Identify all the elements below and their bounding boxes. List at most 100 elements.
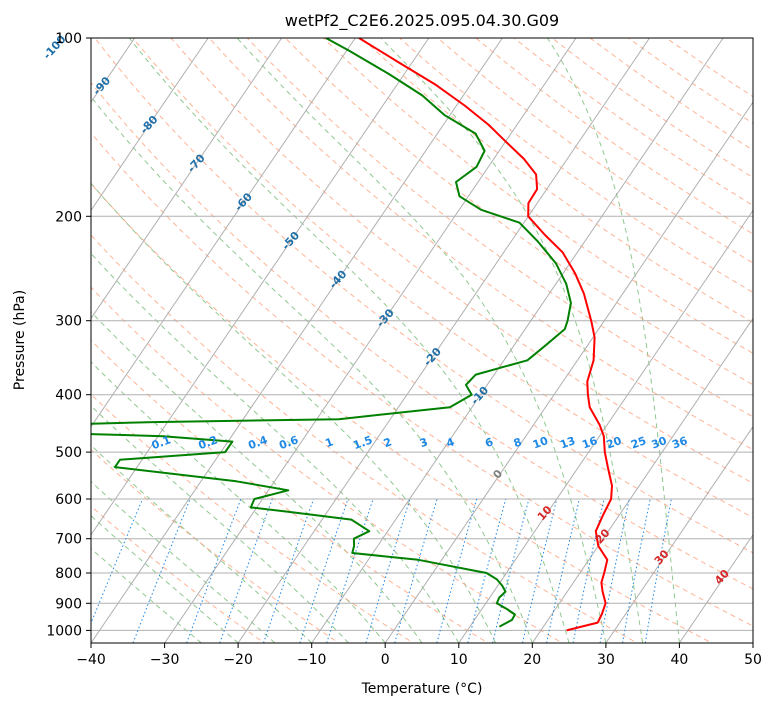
x-tick-label: −30	[150, 652, 180, 668]
isotherm	[0, 38, 61, 643]
dry-adiabat	[170, 38, 753, 484]
sounding-series	[91, 38, 613, 632]
dry-adiabat	[91, 234, 639, 643]
isotherm-label: -90	[90, 74, 113, 98]
isotherm	[91, 38, 283, 320]
mixing-ratio-line	[644, 498, 672, 643]
mixing-ratio-line	[91, 498, 143, 625]
mixing-ratio-label: 8	[512, 435, 524, 450]
dry-adiabat	[208, 38, 753, 451]
chart-title: wetPf2_C2E6.2025.095.04.30.G09	[285, 11, 559, 31]
isotherm	[91, 38, 503, 643]
y-tick-label: 400	[55, 388, 82, 404]
mixing-ratio-label: 10	[531, 434, 550, 452]
y-tick-label: 200	[55, 209, 82, 225]
moist-adiabat	[236, 38, 607, 643]
x-tick-label: 30	[597, 652, 615, 668]
mixing-ratio-label: 2	[382, 435, 394, 450]
y-tick-label: 1000	[46, 623, 82, 639]
dry-adiabat	[91, 286, 564, 643]
dry-adiabat	[284, 38, 753, 386]
mixing-ratio-line	[436, 498, 478, 643]
isotherm	[752, 642, 753, 643]
y-tick-label: 800	[55, 566, 82, 582]
mixing-ratio-label: 0.1	[150, 433, 173, 452]
mixing-ratio-label: 13	[558, 434, 577, 451]
isotherm	[311, 38, 724, 643]
mixing-ratio-label: 30	[650, 434, 669, 452]
mixing-ratio-line	[622, 498, 651, 643]
mixing-ratio-line	[365, 498, 411, 643]
mixing-ratio-label: 6	[483, 435, 495, 450]
mixing-ratio-label: 0.2	[197, 433, 220, 452]
x-tick-label: 0	[381, 652, 390, 668]
mixing-ratio-line	[132, 498, 191, 643]
plot-background	[0, 38, 753, 643]
mixing-ratio-line	[299, 498, 349, 643]
y-tick-label: 700	[55, 532, 82, 548]
moist-adiabat	[91, 96, 533, 643]
x-axis-label: Temperature (°C)	[361, 681, 483, 697]
moist-adiabat	[91, 252, 460, 643]
x-tick-label: −10	[297, 652, 327, 668]
dry-adiabat	[246, 38, 753, 418]
mixing-ratio-label: 16	[580, 434, 599, 452]
x-tick-label: −40	[76, 652, 106, 668]
mixing-ratio-line	[572, 498, 605, 643]
y-tick-label: 300	[55, 314, 82, 330]
y-tick-label: 100	[55, 31, 82, 47]
isotherm-label: -40	[327, 267, 350, 291]
mixing-ratio-line	[326, 498, 374, 643]
mixing-ratio-label: 3	[418, 435, 430, 450]
x-tick-label: 10	[450, 652, 468, 668]
axis-ticks: −40 −30 −20 −10 0 10 20 30 40 5010020030040050060…	[46, 31, 762, 668]
moist-adiabat	[91, 182, 497, 643]
dry-adiabat	[589, 38, 753, 151]
x-tick-label: 20	[523, 652, 541, 668]
y-tick-label: 500	[55, 445, 82, 461]
isotherm	[458, 209, 753, 643]
moist-adiabat	[91, 405, 349, 643]
y-axis-label: Pressure (hPa)	[12, 290, 28, 390]
dry-adiabat	[361, 38, 753, 324]
mixing-ratio-label: 1	[323, 435, 335, 450]
dry-adiabat	[437, 38, 753, 264]
dry-adiabat	[94, 38, 753, 554]
isotherm	[605, 425, 753, 643]
isotherm	[237, 38, 650, 643]
moist-adiabat	[128, 38, 570, 643]
dry-adiabat	[666, 38, 753, 98]
isotherm-label: -70	[185, 151, 208, 175]
mixing-ratio-label: 36	[670, 434, 689, 452]
mixing-ratio-line	[546, 498, 580, 643]
isotherm-label: -50	[279, 229, 302, 253]
mixing-ratio-label: 20	[605, 434, 624, 452]
mixing-ratio-line	[522, 498, 558, 643]
isotherms	[0, 38, 753, 643]
isotherm	[384, 101, 753, 643]
isotherm-label: -30	[374, 306, 397, 330]
dewpoint-line	[91, 38, 572, 628]
mixing-ratio-lines	[91, 498, 672, 643]
mixing-ratio-label: 0.4	[247, 433, 270, 452]
mixing-ratio-line	[492, 498, 530, 643]
isotherm	[678, 533, 753, 643]
mixing-ratio-line	[599, 498, 630, 643]
mixing-ratio-label: 1.5	[352, 433, 375, 452]
isotherm	[91, 38, 430, 536]
dry-adiabat	[91, 81, 753, 590]
mixing-ratio-line	[394, 498, 438, 643]
mixing-ratio-label: 4	[445, 435, 457, 450]
x-tick-label: 50	[744, 652, 762, 668]
moist-adiabat	[380, 38, 644, 643]
moist-adiabat	[91, 444, 313, 643]
moist-adiabats	[91, 38, 680, 643]
moist-adiabat	[91, 547, 202, 643]
temperature-line	[358, 38, 613, 632]
mixing-ratio-label: 25	[629, 434, 648, 451]
dry-adiabat	[513, 38, 753, 207]
y-tick-label: 600	[55, 492, 82, 508]
x-tick-label: 40	[670, 652, 688, 668]
isotherm	[91, 38, 209, 212]
